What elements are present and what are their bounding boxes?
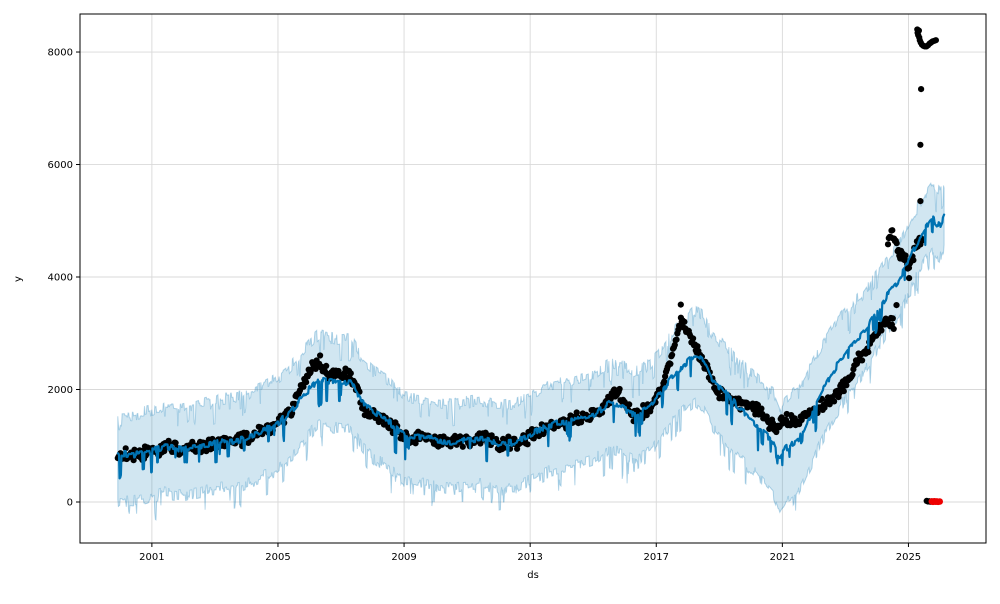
data-point — [573, 409, 580, 416]
outlier-point — [917, 141, 924, 148]
anomaly-scatter — [928, 498, 943, 506]
x-tick-label: 2025 — [896, 552, 921, 563]
x-tick-label: 2009 — [391, 552, 416, 563]
data-point — [669, 351, 676, 358]
outlier-point — [906, 275, 913, 282]
outlier-point — [917, 198, 924, 205]
data-point — [690, 335, 697, 342]
x-axis-label: ds — [527, 570, 539, 581]
data-point — [902, 252, 909, 259]
data-point — [831, 398, 838, 405]
data-point — [865, 349, 872, 356]
data-point — [667, 360, 674, 367]
data-point — [859, 357, 866, 364]
data-point — [524, 441, 531, 448]
plot-border — [79, 13, 987, 544]
y-tick-label: 6000 — [48, 160, 73, 171]
yhat-line — [116, 213, 946, 480]
uncertainty-band — [117, 182, 945, 521]
data-point — [910, 257, 917, 264]
outlier-point — [904, 265, 911, 272]
data-point — [893, 240, 900, 247]
data-point — [514, 445, 521, 452]
data-point — [626, 401, 633, 408]
data-point — [673, 336, 680, 343]
data-point — [671, 341, 678, 349]
data-point — [889, 315, 896, 322]
data-point — [681, 318, 688, 325]
data-point — [843, 382, 850, 389]
outlier-point — [918, 86, 925, 93]
data-point — [840, 388, 847, 395]
data-point — [758, 405, 765, 412]
data-point — [172, 439, 179, 446]
axes: 2001 2005 2009 2013 2017 2021 2025 0 2000 4000 600… — [48, 13, 987, 563]
data-point — [884, 241, 892, 248]
y-tick-label: 2000 — [48, 385, 73, 396]
outlier-point — [677, 301, 684, 308]
forecast-line — [116, 213, 946, 480]
data-point — [122, 445, 129, 452]
uncertainty-area — [117, 182, 945, 521]
data-point — [616, 385, 623, 393]
data-point — [459, 443, 466, 450]
x-tick-label: 2017 — [644, 552, 669, 563]
data-point — [889, 227, 896, 234]
x-tick-label: 2021 — [770, 552, 795, 563]
y-axis-label: y — [13, 276, 24, 282]
data-point — [323, 362, 330, 369]
data-point — [694, 343, 701, 350]
data-point — [300, 383, 307, 390]
anomaly-point — [936, 498, 943, 505]
data-point — [303, 379, 310, 386]
outlier-point — [893, 302, 900, 309]
x-tick-label: 2001 — [139, 552, 164, 563]
data-point — [317, 352, 324, 359]
y-tick-label: 4000 — [48, 273, 73, 284]
data-point — [890, 325, 897, 332]
y-tick-label: 8000 — [48, 48, 73, 59]
data-point — [347, 370, 354, 377]
data-point — [849, 371, 856, 378]
y-tick-label: 0 — [67, 497, 73, 508]
outlier-point — [932, 37, 940, 44]
data-point — [291, 400, 298, 407]
data-point — [661, 378, 668, 385]
data-point — [130, 457, 137, 464]
outlier-point — [915, 27, 923, 34]
data-point — [878, 327, 885, 334]
data-point — [773, 428, 780, 436]
x-tick-label: 2013 — [517, 552, 542, 563]
x-tick-label: 2005 — [265, 552, 290, 563]
